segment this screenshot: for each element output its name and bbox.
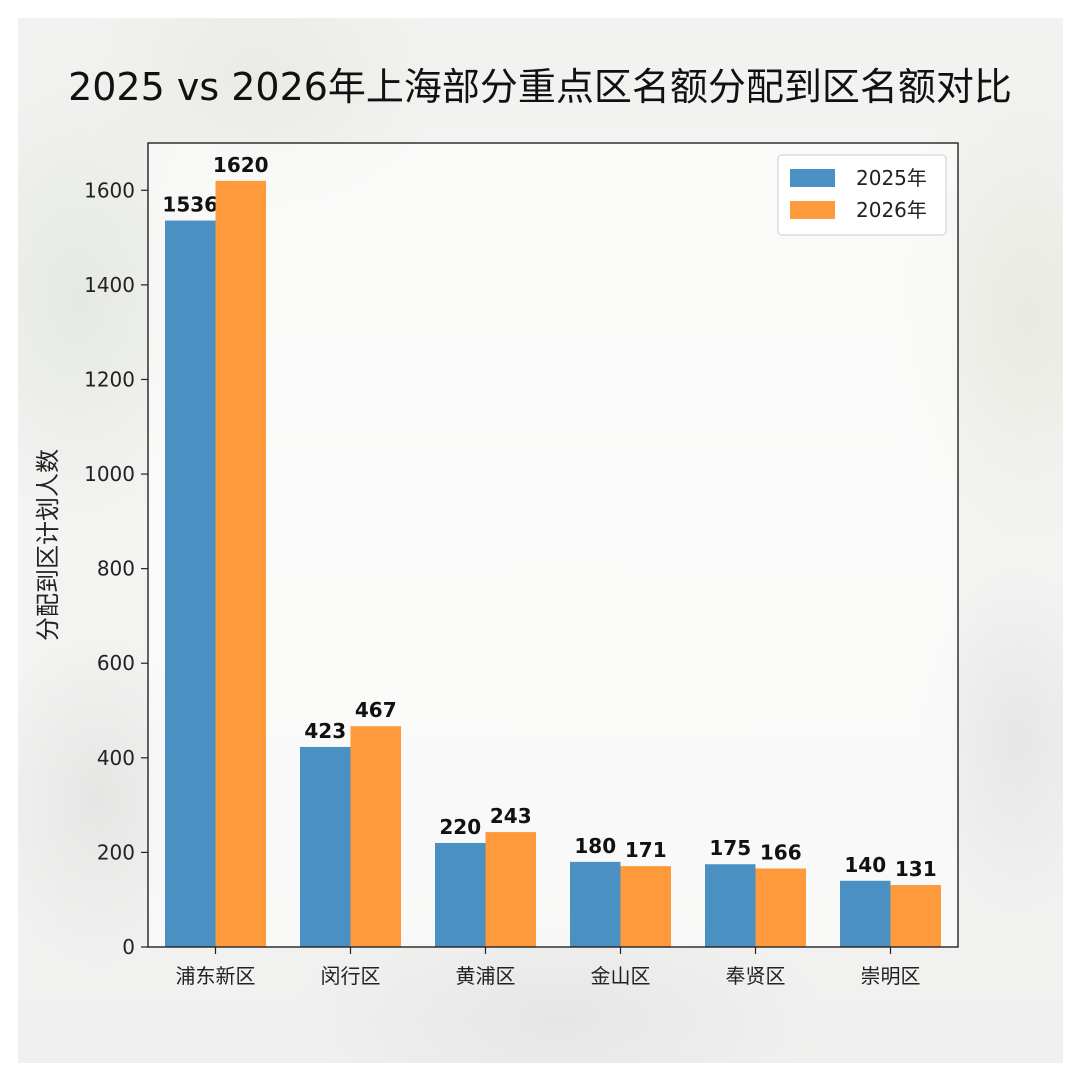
bar-value-label: 243 [490, 804, 532, 828]
x-tick-label: 奉贤区 [726, 964, 786, 988]
bar-a [435, 842, 486, 947]
legend-swatch [790, 201, 835, 219]
bar-value-label: 140 [844, 853, 886, 877]
x-tick-label: 浦东新区 [176, 964, 256, 988]
y-tick-label: 1000 [84, 462, 135, 486]
bar-value-label: 220 [439, 815, 481, 839]
x-tick-label: 崇明区 [861, 964, 921, 988]
bar-value-label: 175 [709, 836, 751, 860]
bar-value-label: 171 [625, 838, 667, 862]
x-tick-label: 金山区 [591, 964, 651, 988]
y-tick-label: 1600 [84, 178, 135, 202]
bar-a [570, 861, 621, 947]
bar-b [485, 832, 536, 947]
plot-area [148, 143, 958, 947]
bar-b [890, 885, 941, 947]
bar-b [620, 866, 671, 947]
bar-value-label: 1620 [213, 153, 269, 177]
y-tick-label: 0 [122, 935, 135, 959]
bar-b [215, 180, 266, 947]
bar-value-label: 131 [895, 857, 937, 881]
bar-a [300, 746, 351, 947]
legend-label: 2026年 [856, 198, 927, 222]
bar-value-label: 180 [574, 834, 616, 858]
plot-frame [147, 142, 959, 948]
bar-b [755, 868, 806, 947]
bar-value-label: 467 [355, 698, 397, 722]
chart-title: 2025 vs 2026年上海部分重点区名额分配到区名额对比 [68, 65, 1012, 109]
bar-b [350, 726, 401, 947]
x-tick-label: 闵行区 [321, 964, 381, 988]
bar-value-label: 423 [304, 719, 346, 743]
y-tick-label: 1400 [84, 273, 135, 297]
y-tick-label: 400 [97, 746, 135, 770]
bar-a [165, 220, 216, 947]
x-tick-label: 黄浦区 [456, 964, 516, 988]
y-tick-label: 600 [97, 651, 135, 675]
bar-value-label: 1536 [162, 193, 218, 217]
bar-value-label: 166 [760, 840, 802, 864]
y-tick-label: 1200 [84, 367, 135, 391]
y-tick-label: 800 [97, 557, 135, 581]
y-tick-label: 200 [97, 840, 135, 864]
bar-a [840, 880, 891, 947]
legend-swatch [790, 169, 835, 187]
bar-a [705, 864, 756, 947]
y-axis-label: 分配到区计划人数 [34, 449, 62, 641]
legend-label: 2025年 [856, 166, 927, 190]
